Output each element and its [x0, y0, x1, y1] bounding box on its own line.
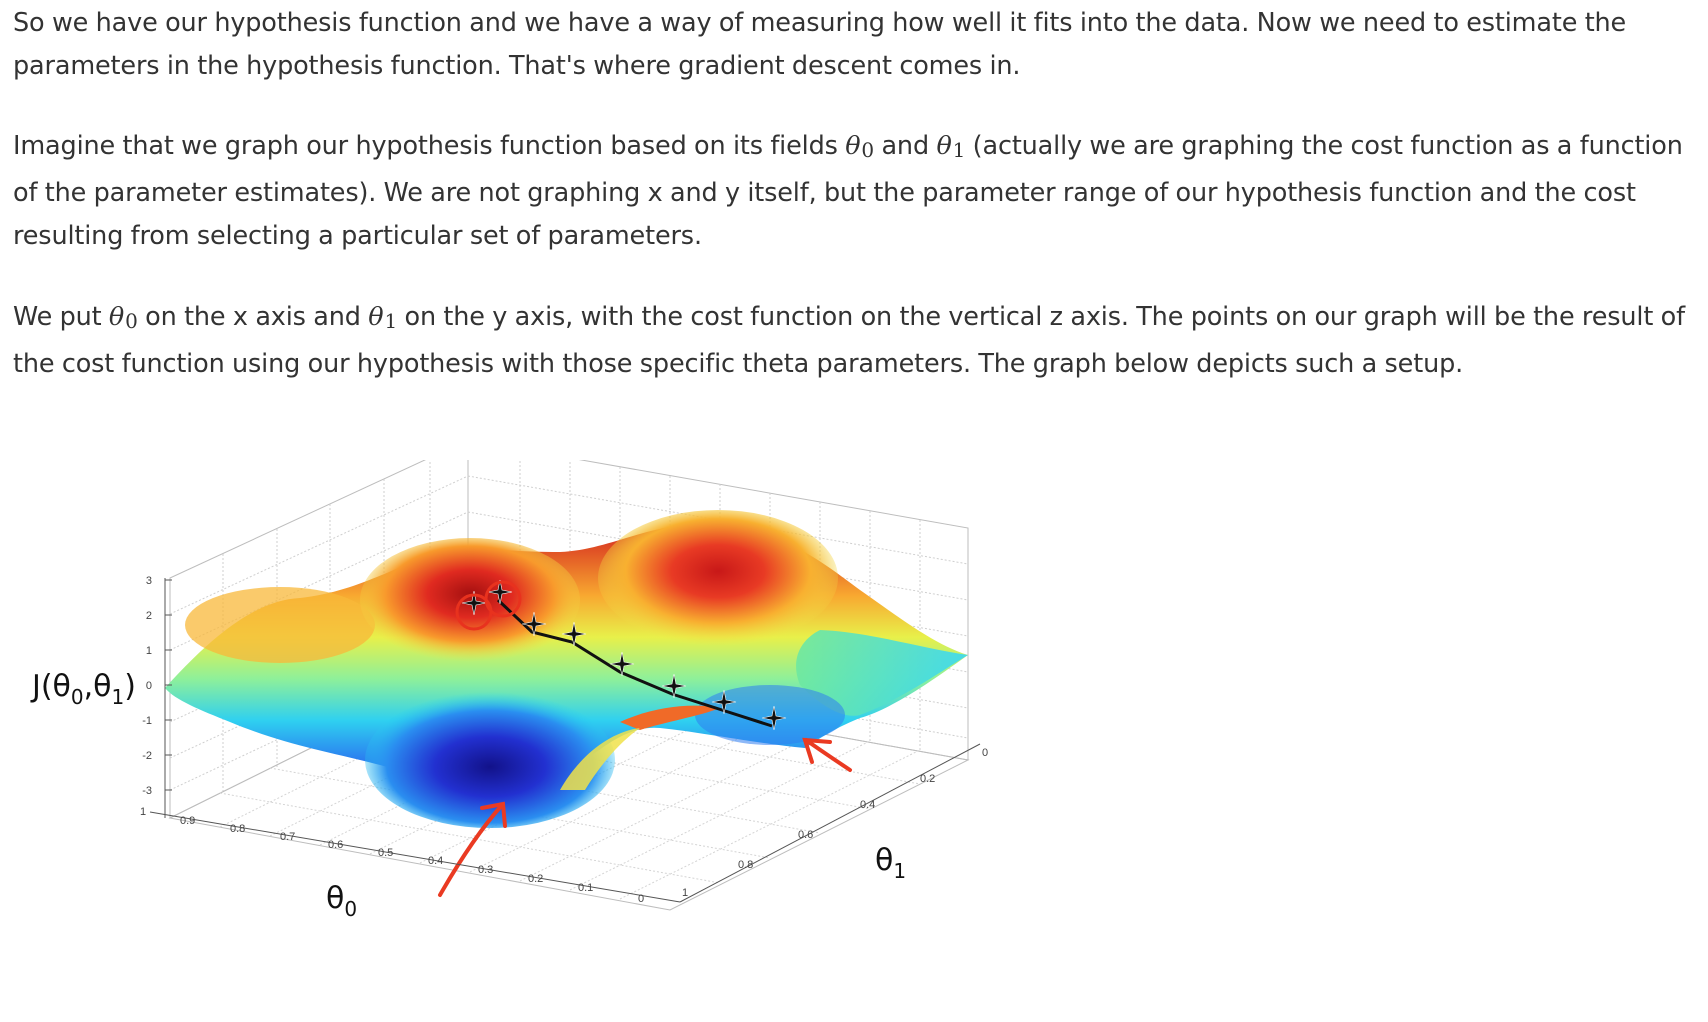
surface-front-fold: [560, 728, 640, 790]
surface-peak-left: [360, 538, 580, 662]
z-axis: 3 2 1 0 -1 -2 -3 J(θ0,θ1): [30, 575, 172, 818]
step-marker: [661, 673, 687, 699]
paragraph-text-segment: Imagine that we graph our hypothesis fun…: [13, 131, 846, 161]
paragraph-text-segment: We put: [13, 302, 109, 332]
arrow-head: [802, 737, 832, 764]
start-point-circle: [484, 580, 522, 618]
arrow-to-valley-minimum: [438, 803, 504, 897]
paragraph-text-segment: and: [874, 131, 937, 161]
x-tick-label: 0.8: [230, 823, 245, 835]
step-marker: [609, 651, 635, 677]
arrow-head: [480, 801, 507, 828]
surface-plot-svg: 3 2 1 0 -1 -2 -3 J(θ0,θ1) 1 0.9 0.8 0.7 …: [30, 460, 988, 921]
gradient-descent-path: [455, 579, 787, 731]
z-tick-label: -2: [142, 750, 152, 762]
y-tick-label: 0.6: [798, 829, 813, 841]
paragraph-text-segment: on the x axis and: [137, 302, 369, 332]
z-tick-label: -3: [142, 785, 152, 797]
x-tick-label: 0.4: [428, 855, 443, 867]
z-tick-label: 0: [146, 680, 152, 692]
x-tick-label: 0.3: [478, 864, 493, 876]
y-axis-theta1: 1 0.8 0.6 0.4 0.2 0 θ1: [679, 743, 988, 903]
subscript-zero: 0: [861, 138, 874, 162]
x-tick-label: 0.9: [180, 815, 195, 827]
theta-symbol: θ: [368, 302, 384, 332]
paragraph-graph-description: Imagine that we graph our hypothesis fun…: [13, 125, 1703, 258]
paragraph-axes-description: We put θ0 on the x axis and θ1 on the y …: [13, 296, 1703, 386]
surface-front-ridge: [620, 705, 720, 730]
surface-right-edge: [796, 630, 968, 716]
step-marker: [711, 689, 737, 715]
step-marker: [521, 611, 547, 637]
minimum-arrows: [438, 737, 852, 897]
z-tick-label: -1: [142, 715, 152, 727]
y-axis-label: θ1: [875, 843, 906, 883]
z-tick-label: 3: [146, 575, 152, 587]
x-tick-label: 0.1: [578, 882, 593, 894]
cost-surface-figure: 3 2 1 0 -1 -2 -3 J(θ0,θ1) 1 0.9 0.8 0.7 …: [0, 460, 1110, 1020]
subscript-one: 1: [384, 309, 398, 333]
z-axis-label: J(θ0,θ1): [30, 669, 136, 709]
theta-symbol: θ: [936, 131, 952, 161]
x-axis-label: θ0: [326, 881, 357, 921]
y-tick-label: 0.4: [860, 799, 875, 811]
surface-valley: [365, 692, 615, 828]
surface-peak-right: [598, 510, 838, 646]
x-tick-label: 0.2: [528, 873, 543, 885]
y-tick-label: 0: [982, 747, 988, 759]
x-tick-label: 0.6: [328, 839, 343, 851]
x-tick-label: 1: [140, 806, 146, 818]
y-tick-label: 1: [682, 887, 688, 899]
y-tick-label: 0.2: [920, 773, 935, 785]
subscript-zero: 0: [125, 309, 138, 333]
x-tick-label: 0.5: [378, 847, 393, 859]
surface-left-plateau: [185, 587, 375, 663]
y-tick-label: 0.8: [738, 859, 753, 871]
paragraph-text-segment: (actually we are graphing the cost funct…: [13, 131, 1683, 251]
theta-symbol: θ: [845, 131, 861, 161]
step-marker: [761, 705, 787, 731]
surface-valley-right: [695, 685, 845, 745]
x-tick-label: 0.7: [280, 831, 295, 843]
paragraph-intro: So we have our hypothesis function and w…: [13, 8, 1627, 81]
step-marker: [561, 621, 587, 647]
theta-symbol: θ: [108, 302, 125, 332]
arrow-to-right-minimum: [804, 738, 852, 772]
x-axis-theta0: 1 0.9 0.8 0.7 0.6 0.5 0.4 0.3 0.2 0.1 0 …: [140, 806, 681, 921]
z-tick-label: 2: [146, 610, 152, 622]
paragraph-text-segment: on the y axis, with the cost function on…: [13, 302, 1685, 379]
x-tick-label: 0: [638, 893, 644, 905]
subscript-one: 1: [952, 138, 966, 162]
z-tick-label: 1: [146, 645, 152, 657]
